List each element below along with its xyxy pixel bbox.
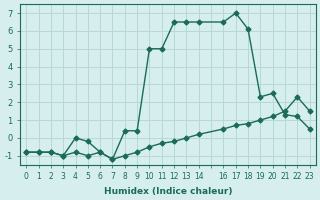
X-axis label: Humidex (Indice chaleur): Humidex (Indice chaleur) bbox=[104, 187, 232, 196]
